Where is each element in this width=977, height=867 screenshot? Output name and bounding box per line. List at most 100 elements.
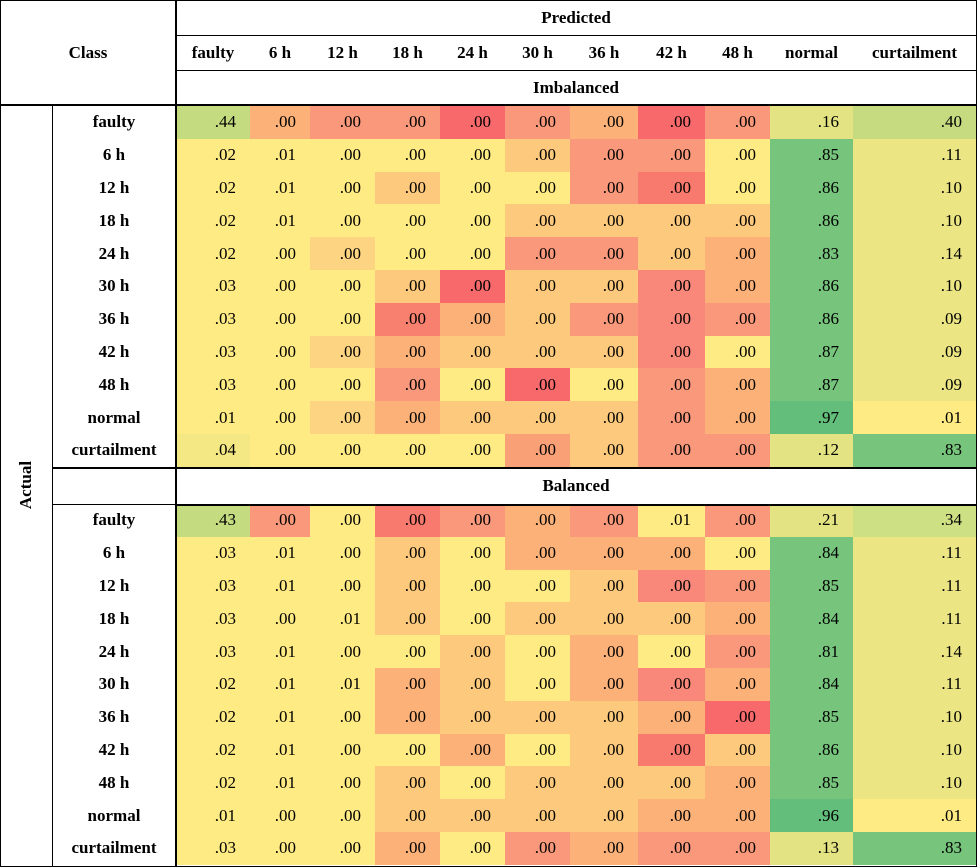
value-cell: .00 bbox=[375, 171, 440, 205]
value-cell: .11 bbox=[853, 569, 976, 603]
value-cell: .00 bbox=[310, 171, 375, 205]
value-cell: .00 bbox=[570, 204, 638, 238]
value-cell: .03 bbox=[176, 335, 250, 369]
value-cell: .97 bbox=[770, 401, 853, 434]
column-header: 18 h bbox=[392, 42, 423, 62]
value-cell: .00 bbox=[638, 832, 705, 865]
value-cell: .00 bbox=[638, 171, 705, 205]
value-cell: .00 bbox=[705, 668, 770, 701]
value-cell: .00 bbox=[440, 668, 505, 701]
value-cell: .00 bbox=[375, 569, 440, 603]
value-cell: .01 bbox=[250, 171, 310, 205]
value-cell: .00 bbox=[310, 733, 375, 767]
value-cell: .96 bbox=[770, 799, 853, 832]
row-label: 18 h bbox=[98, 210, 130, 230]
value-cell: .00 bbox=[505, 668, 570, 701]
value-cell: .00 bbox=[638, 106, 705, 139]
value-cell: .43 bbox=[176, 504, 250, 537]
value-cell: .00 bbox=[505, 401, 570, 434]
row-label: faulty bbox=[92, 112, 136, 132]
value-cell: .00 bbox=[375, 302, 440, 336]
value-cell: .00 bbox=[375, 766, 440, 800]
value-cell: .00 bbox=[375, 138, 440, 172]
rule-line bbox=[52, 105, 53, 867]
value-cell: .83 bbox=[853, 434, 976, 467]
value-cell: .09 bbox=[853, 335, 976, 369]
row-label: curtailment bbox=[71, 440, 157, 460]
value-cell: .00 bbox=[250, 401, 310, 434]
value-cell: .85 bbox=[770, 138, 853, 172]
value-cell: .00 bbox=[570, 368, 638, 402]
value-cell: .02 bbox=[176, 766, 250, 800]
value-cell: .00 bbox=[250, 832, 310, 865]
value-cell: .00 bbox=[440, 635, 505, 668]
value-cell: .00 bbox=[705, 171, 770, 205]
value-cell: .16 bbox=[770, 106, 853, 139]
value-cell: .00 bbox=[638, 270, 705, 303]
value-cell: .02 bbox=[176, 171, 250, 205]
value-cell: .00 bbox=[440, 799, 505, 832]
value-cell: .14 bbox=[853, 237, 976, 270]
value-cell: .00 bbox=[705, 368, 770, 402]
value-cell: .40 bbox=[853, 106, 976, 139]
value-cell: .00 bbox=[638, 569, 705, 603]
row-label: 36 h bbox=[98, 309, 130, 329]
value-cell: .86 bbox=[770, 204, 853, 238]
value-cell: .00 bbox=[310, 302, 375, 336]
value-cell: .00 bbox=[250, 368, 310, 402]
value-cell: .00 bbox=[638, 204, 705, 238]
value-cell: .01 bbox=[310, 602, 375, 636]
value-cell: .00 bbox=[440, 434, 505, 467]
value-cell: .00 bbox=[505, 171, 570, 205]
value-cell: .00 bbox=[375, 668, 440, 701]
value-cell: .44 bbox=[176, 106, 250, 139]
value-cell: .00 bbox=[705, 832, 770, 865]
value-cell: .03 bbox=[176, 536, 250, 570]
value-cell: .11 bbox=[853, 536, 976, 570]
value-cell: .00 bbox=[638, 237, 705, 270]
value-cell: .00 bbox=[440, 536, 505, 570]
value-cell: .00 bbox=[570, 434, 638, 467]
value-cell: .12 bbox=[770, 434, 853, 467]
row-label: 30 h bbox=[98, 276, 130, 296]
value-cell: .00 bbox=[440, 106, 505, 139]
value-cell: .01 bbox=[250, 536, 310, 570]
value-cell: .00 bbox=[570, 237, 638, 270]
value-cell: .00 bbox=[375, 700, 440, 734]
value-cell: .01 bbox=[250, 668, 310, 701]
rule-line bbox=[176, 70, 976, 71]
value-cell: .00 bbox=[310, 504, 375, 537]
value-cell: .00 bbox=[638, 700, 705, 734]
value-cell: .00 bbox=[705, 799, 770, 832]
value-cell: .00 bbox=[310, 270, 375, 303]
value-cell: .00 bbox=[570, 766, 638, 800]
value-cell: .00 bbox=[310, 832, 375, 865]
value-cell: .00 bbox=[440, 204, 505, 238]
value-cell: .00 bbox=[505, 569, 570, 603]
value-cell: .84 bbox=[770, 536, 853, 570]
value-cell: .00 bbox=[505, 270, 570, 303]
row-label: 30 h bbox=[98, 674, 130, 694]
value-cell: .00 bbox=[705, 635, 770, 668]
section-title: Imbalanced bbox=[533, 78, 619, 97]
value-cell: .00 bbox=[310, 700, 375, 734]
value-cell: .00 bbox=[375, 335, 440, 369]
value-cell: .00 bbox=[250, 434, 310, 467]
value-cell: .00 bbox=[705, 504, 770, 537]
value-cell: .83 bbox=[853, 832, 976, 865]
row-label: 6 h bbox=[102, 543, 126, 563]
row-label: 42 h bbox=[98, 739, 130, 759]
value-cell: .83 bbox=[770, 237, 853, 270]
value-cell: .00 bbox=[638, 536, 705, 570]
value-cell: .00 bbox=[375, 635, 440, 668]
value-cell: .00 bbox=[505, 536, 570, 570]
value-cell: .00 bbox=[570, 106, 638, 139]
column-header: 30 h bbox=[522, 42, 553, 62]
row-label: normal bbox=[87, 805, 141, 825]
value-cell: .02 bbox=[176, 668, 250, 701]
value-cell: .00 bbox=[375, 237, 440, 270]
value-cell: .00 bbox=[638, 602, 705, 636]
value-cell: .00 bbox=[705, 536, 770, 570]
value-cell: .00 bbox=[250, 106, 310, 139]
